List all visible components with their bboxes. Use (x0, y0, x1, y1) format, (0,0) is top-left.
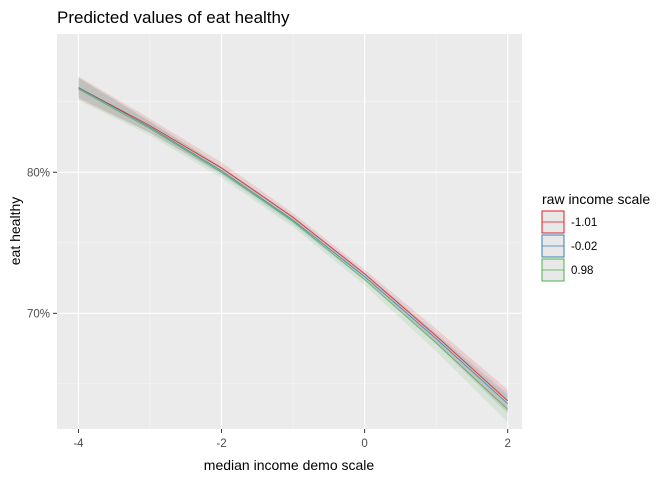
ribbon--1.01 (78, 76, 508, 413)
major-gridlines (57, 34, 522, 429)
legend-label: 0.98 (571, 265, 593, 277)
legend: raw income scale -1.01 -0.02 0.98 (541, 191, 650, 282)
y-tick-label: 80% (27, 167, 50, 179)
series-line--1.01 (78, 87, 508, 402)
y-tick-label: 70% (27, 308, 50, 320)
ribbon-0.98 (78, 77, 508, 422)
x-tick-label: -4 (73, 438, 84, 450)
chart-title: Predicted values of eat healthy (57, 8, 290, 27)
series-line-0.98 (78, 88, 508, 410)
x-axis-title: median income demo scale (204, 457, 375, 473)
y-axis: 70% 80% (27, 167, 57, 320)
x-tick-label: 0 (361, 438, 367, 450)
y-axis-title: eat healthy (7, 197, 23, 266)
series-lines (78, 87, 508, 410)
legend-title: raw income scale (542, 191, 650, 207)
legend-label: -1.01 (571, 217, 597, 229)
plot-panel (57, 34, 522, 429)
legend-label: -0.02 (571, 241, 597, 253)
x-tick-label: -2 (216, 438, 226, 450)
x-axis: -4 -2 0 2 (73, 429, 511, 450)
series-line--0.02 (78, 87, 508, 404)
minor-gridlines (57, 34, 522, 429)
x-tick-label: 2 (504, 438, 510, 450)
